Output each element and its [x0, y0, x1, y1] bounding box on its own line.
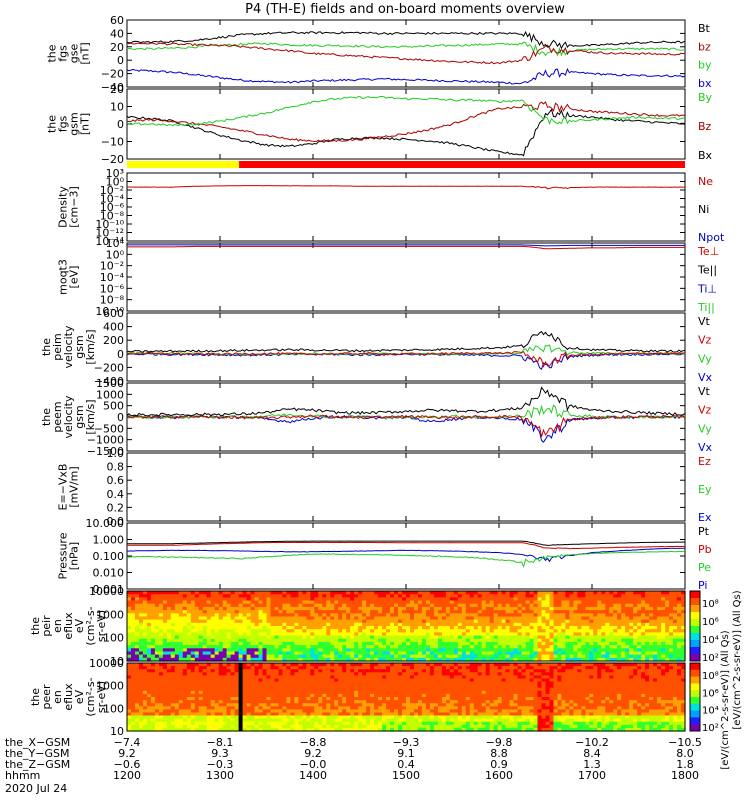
panel-9: 10000100010010thepeirenefluxeV(cm²-s-sr-… [29, 585, 686, 668]
panel-6: 150010005000−500−1000−1500thepeemvelocit… [40, 377, 713, 458]
y-tick-label: 10.000 [86, 517, 125, 530]
legend-entry: Vy [698, 352, 712, 365]
legend-entry: Pe [698, 561, 711, 574]
legend-entry: Ne [698, 175, 713, 188]
y-tick-label: 60 [110, 14, 124, 27]
legend-entry: Te|| [697, 264, 717, 277]
legend-entry: Vx [698, 371, 713, 384]
y-tick-label: 40 [110, 27, 124, 40]
y-axis-label: [km/s] [84, 399, 97, 434]
y-axis-label: [cm−3] [68, 186, 81, 228]
legend-entry: Ti|| [697, 301, 715, 314]
legend-entry: Vz [698, 404, 712, 417]
legend-entry: bx [698, 77, 712, 90]
y-tick-label: −20 [101, 153, 124, 166]
legend-entry: Pi [698, 579, 707, 592]
y-tick-label: 0 [117, 118, 124, 131]
series-line-vt [127, 388, 685, 417]
y-tick-label: 0.2 [107, 501, 125, 514]
legend-entry: by [698, 59, 712, 72]
y-tick-label: 600 [103, 307, 124, 320]
y-tick-label: 20 [110, 83, 124, 96]
panel-frame [127, 453, 685, 521]
series-line-bx [127, 110, 685, 156]
series-line-vt [127, 332, 685, 353]
series-line-vx [127, 416, 685, 443]
legend-entry: Ti⊥ [697, 282, 717, 295]
series-line-pe [127, 551, 685, 566]
legend-entry: Te⊥ [697, 245, 719, 258]
legend-entry: Pt [698, 525, 710, 538]
y-tick-label: −200 [94, 361, 124, 374]
y-tick-label: 400 [103, 321, 124, 334]
panel-frame [127, 89, 685, 159]
legend-entry: Vt [698, 385, 711, 398]
series-line-pt [127, 541, 685, 545]
series-line-bx [127, 69, 685, 84]
y-axis-label: [km/s] [84, 329, 97, 364]
y-axis-label: [nT] [79, 113, 92, 135]
y-tick-label: −10 [101, 136, 124, 149]
panel-10: 10000100010010thepeerenefluxeV(cm²-s-sr-… [29, 657, 686, 738]
y-tick-label: 10 [110, 101, 124, 114]
panel-frame [127, 313, 685, 381]
y-axis-label: [eV] [68, 266, 81, 289]
legend-entry: Ey [698, 483, 712, 496]
legend-entry: Ez [698, 455, 711, 468]
panel-3: 10³10⁰10⁻²10⁻⁴10⁻⁶10⁻⁸10⁻¹⁰10⁻¹²10⁻¹⁴Den… [57, 167, 725, 248]
legend-entry: Ex [698, 511, 712, 524]
legend-entry: Bt [698, 22, 711, 35]
legend-entry: Npot [698, 231, 725, 244]
y-tick-label: 0.100 [93, 550, 125, 563]
legend-entry: Vz [698, 334, 712, 347]
y-tick-label: 0.4 [107, 488, 125, 501]
legend-entry: By [698, 91, 713, 104]
y-tick-label: 0.010 [93, 567, 125, 580]
series-line-by [127, 97, 685, 126]
y-tick-label: −20 [101, 68, 124, 81]
y-tick-label: 1.000 [93, 534, 125, 547]
y-tick-label: 20 [110, 41, 124, 54]
y-axis-label: [nPa] [68, 542, 81, 570]
y-tick-label: 0.8 [107, 461, 125, 474]
legend-entry: Vt [698, 315, 711, 328]
y-tick-label: 200 [103, 334, 124, 347]
panel-frame [127, 173, 685, 241]
panel-frame [127, 523, 685, 589]
y-tick-label: 0 [117, 348, 124, 361]
y-axis-label: [mV/m] [68, 466, 81, 507]
legend-entry: Vy [698, 422, 712, 435]
panel-frame [127, 243, 685, 311]
y-axis-label: [nT] [79, 42, 92, 64]
y-tick-label: 10000 [89, 657, 124, 670]
legend-entry: Pb [698, 543, 712, 556]
panel-frame [127, 20, 685, 87]
legend-entry: Bz [698, 120, 712, 133]
page-title: P4 (TH-E) fields and on-board moments ov… [245, 2, 565, 17]
y-tick-label: 1.0 [107, 447, 125, 460]
y-axis-label: sr-eV) [95, 610, 108, 642]
legend-entry: Vx [698, 441, 713, 454]
y-axis-label: sr-eV) [95, 681, 108, 713]
series-line-ne [127, 186, 685, 189]
legend-entry: Bx [698, 149, 713, 162]
y-tick-label: 10000 [89, 585, 124, 598]
panel-8: 10.0001.0000.1000.0100.001Pressure[nPa]P… [57, 517, 712, 596]
panel-4: 10⁴10⁰10⁻²10⁻⁴10⁻⁶10⁻⁸10⁻¹⁰moqt3[eV]Te⊥T… [57, 237, 720, 318]
legend-entry: Ni [698, 203, 709, 216]
y-tick-label: 0.6 [107, 474, 125, 487]
panel-5: 6004002000−200−400thepeimvelocitygsm[km/… [40, 307, 713, 388]
legend-entry: bz [698, 40, 711, 53]
y-tick-label: 0 [117, 54, 124, 67]
